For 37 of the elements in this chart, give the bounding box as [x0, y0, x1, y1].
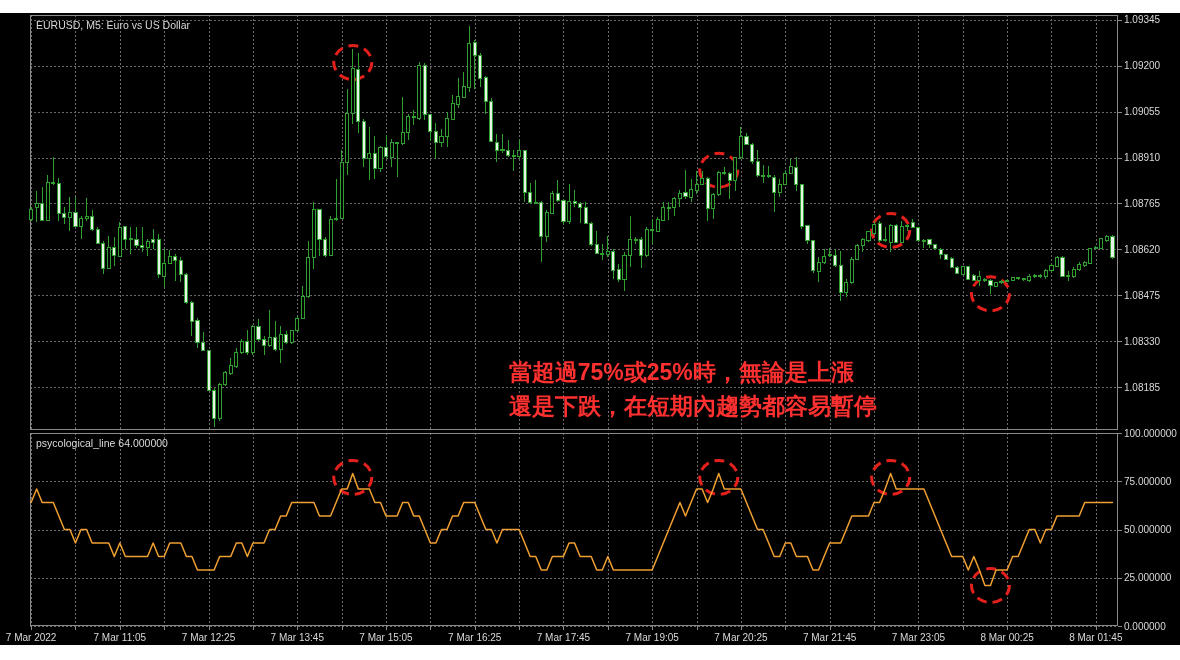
point: [698, 151, 740, 189]
point: [870, 211, 912, 249]
chart-title: psycological_line 64.000000: [36, 437, 169, 449]
candlestick: [29, 206, 34, 222]
x-tick-label: 7 Mar 11:05: [93, 632, 147, 643]
x-tick-label: 7 Mar 20:25: [714, 632, 769, 643]
x-tick-label: 7 Mar 23:05: [891, 632, 946, 643]
y-tick-label: 50.000000: [1124, 524, 1172, 535]
x-tick-label: 7 Mar 21:45: [802, 632, 857, 643]
annotation: 當超過75%或25%時，無論是上漲: [508, 359, 855, 386]
y-tick-label: 1.09200: [1124, 60, 1161, 72]
point: [969, 275, 1011, 313]
y-tick-label: 1.09055: [1124, 106, 1161, 118]
chart-title: EURUSD, M5: Euro vs US Dollar: [36, 19, 191, 31]
annotation: 還是下跌，在短期內趨勢都容易暫停: [508, 393, 877, 420]
x-tick-label: 7 Mar 12:25: [181, 632, 236, 643]
y-tick-label: 100.000000: [1124, 427, 1178, 439]
x-tick-label: 8 Mar 01:45: [1069, 632, 1123, 643]
line-series: [30, 472, 1114, 587]
y-tick-label: 1.08910: [1124, 152, 1161, 164]
x-tick-label: 7 Mar 15:05: [359, 632, 414, 643]
y-tick-label: 1.08765: [1124, 197, 1161, 209]
x-tick-label: 7 Mar 16:25: [448, 632, 502, 643]
x-tick-label: 8 Mar 00:25: [980, 632, 1035, 643]
x-tick-label: 7 Mar 17:45: [536, 632, 591, 643]
y-tick-label: 1.08185: [1124, 381, 1161, 393]
x-tick-label: 7 Mar 19:05: [625, 632, 680, 643]
point: [332, 44, 374, 82]
y-tick-label: 1.08330: [1124, 335, 1161, 347]
y-tick-label: 1.08475: [1124, 289, 1161, 301]
x-tick-label: 7 Mar 13:45: [270, 632, 325, 643]
y-tick-label: 75.000000: [1124, 475, 1172, 487]
y-tick-label: 0.000000: [1124, 620, 1167, 632]
y-tick-label: 25.000000: [1124, 572, 1172, 584]
y-tick-label: 1.08620: [1124, 243, 1161, 255]
x-tick-label: 7 Mar 2022: [5, 632, 57, 643]
y-tick-label: 1.09345: [1124, 14, 1161, 26]
